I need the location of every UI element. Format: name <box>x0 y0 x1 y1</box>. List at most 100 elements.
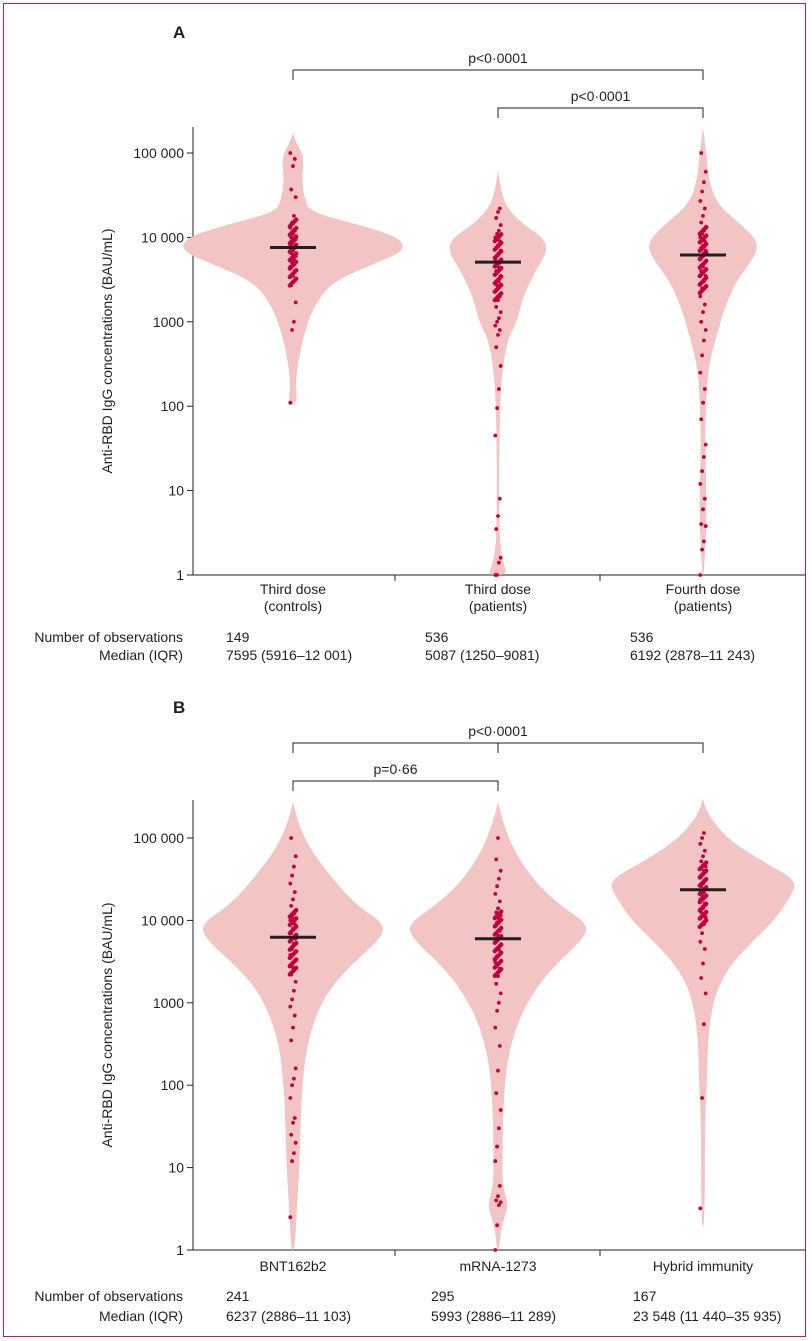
data-point <box>294 949 299 954</box>
row-label-median: Median (IQR) <box>99 1308 183 1324</box>
data-point <box>288 1215 293 1220</box>
y-tick-label: 1000 <box>153 995 184 1011</box>
data-point <box>704 918 709 923</box>
data-point <box>497 1126 501 1131</box>
p-value-label: p<0·0001 <box>468 723 528 739</box>
data-point <box>294 217 299 222</box>
data-point <box>493 891 498 896</box>
data-point <box>294 907 299 913</box>
data-point <box>698 1206 703 1211</box>
data-point <box>704 233 709 238</box>
data-point <box>499 240 504 245</box>
panel-b: B 1 10 100 1000 10 000 100 000 Anti-RBD IgG con… <box>34 698 806 1324</box>
data-point <box>498 868 503 873</box>
y-tick-label: 100 000 <box>133 145 184 161</box>
data-point <box>294 276 299 281</box>
data-point <box>293 1140 298 1145</box>
violin-2 <box>649 127 757 576</box>
x-category-label-line2: (patients) <box>674 598 732 614</box>
data-point <box>497 387 501 391</box>
data-point <box>700 189 704 194</box>
data-point <box>495 1144 499 1149</box>
data-point <box>292 213 296 218</box>
data-point <box>497 206 502 211</box>
data-point <box>704 283 709 289</box>
data-point <box>495 319 499 324</box>
x-category-label: mRNA-1273 <box>459 1258 536 1274</box>
row-label-observations: Number of observations <box>34 629 183 645</box>
data-point <box>291 164 295 168</box>
median-iqr: 23 548 (11 440–35 935) <box>633 1308 781 1324</box>
y-tick-label: 1 <box>176 1242 184 1258</box>
x-category-label: Hybrid immunity <box>653 1258 753 1274</box>
data-point <box>702 848 707 853</box>
data-point <box>493 1248 498 1252</box>
data-point <box>497 560 501 565</box>
data-point <box>293 854 298 859</box>
data-point <box>498 555 503 560</box>
data-point <box>292 1013 297 1018</box>
data-point <box>704 909 709 915</box>
data-point <box>701 507 705 512</box>
data-point <box>701 213 705 218</box>
data-point <box>496 836 500 840</box>
row-label-median: Median (IQR) <box>99 647 183 663</box>
data-point <box>499 249 504 254</box>
panel-letter: A <box>173 23 185 42</box>
data-point <box>702 831 706 835</box>
data-point <box>498 1108 503 1112</box>
y-tick-label: 10 000 <box>141 229 184 245</box>
data-point <box>703 328 708 332</box>
data-point <box>289 187 294 192</box>
data-point <box>702 455 706 459</box>
data-point <box>499 950 504 955</box>
y-tick-label: 100 <box>161 398 185 414</box>
data-point <box>494 1091 499 1096</box>
data-point <box>499 917 504 922</box>
data-point <box>288 400 293 405</box>
data-point <box>495 1008 499 1013</box>
data-point <box>498 1200 503 1205</box>
data-point <box>291 1025 295 1030</box>
violin-1 <box>409 801 587 1250</box>
data-point <box>494 305 499 309</box>
data-point <box>704 275 709 280</box>
data-point <box>499 274 504 279</box>
y-tick-label: 1000 <box>153 314 184 330</box>
x-category-label-line2: (patients) <box>469 598 527 614</box>
data-point <box>703 991 708 996</box>
data-point <box>493 323 498 328</box>
data-point <box>499 291 504 296</box>
data-point <box>700 547 704 552</box>
observation-count: 295 <box>431 1288 455 1304</box>
data-point <box>701 310 705 315</box>
data-point <box>494 981 499 986</box>
data-point <box>294 965 299 970</box>
data-point <box>499 282 504 288</box>
data-point <box>494 345 499 350</box>
data-point <box>496 514 500 518</box>
data-point <box>290 328 294 332</box>
data-point <box>700 931 704 936</box>
p-value-label: p<0·0001 <box>571 88 631 104</box>
data-point <box>698 199 703 203</box>
x-category-label: Third dose <box>260 581 326 597</box>
y-tick-label: 100 000 <box>133 830 184 846</box>
data-point <box>704 267 709 272</box>
data-point <box>698 573 703 577</box>
data-point <box>294 940 299 946</box>
data-point <box>294 234 299 239</box>
median-iqr: 5087 (1250–9081) <box>425 647 539 663</box>
data-point <box>289 1132 294 1137</box>
row-label-observations: Number of observations <box>34 1288 183 1304</box>
data-point <box>702 302 707 307</box>
data-point <box>290 1159 294 1163</box>
data-point <box>292 157 297 161</box>
data-point <box>291 1120 295 1125</box>
data-point <box>496 332 500 337</box>
data-point <box>699 522 704 527</box>
data-point <box>493 1025 498 1030</box>
median-iqr: 6192 (2878–11 243) <box>630 647 755 663</box>
data-point <box>292 988 296 993</box>
data-point <box>289 1038 294 1043</box>
